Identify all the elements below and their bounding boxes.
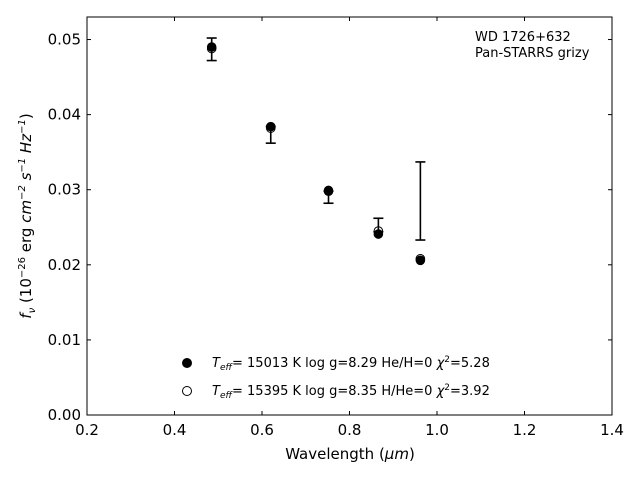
x-tick-label: 0.6 [250,421,274,439]
y-tick-label: 0.00 [48,406,81,424]
legend: Teff= 15013 K log g=8.29 He/H=0 χ2=5.28 … [182,355,490,401]
model-point-open [265,123,276,133]
x-axis: 0.2 0.4 0.6 0.8 1.0 1.2 1.4 [75,17,624,439]
annotation-object: WD 1726+632 [475,30,571,45]
error-bar [415,161,426,241]
x-tick-label: 1.2 [513,421,537,439]
x-tick-label: 1.0 [425,421,449,439]
y-tick-label: 0.01 [48,331,81,349]
y-tick-label: 0.05 [48,31,81,49]
y-axis: 0.00 0.01 0.02 0.03 0.04 0.05 [48,31,612,424]
x-tick-label: 0.8 [338,421,362,439]
model-point-filled [373,229,384,239]
observed-error-bars [206,37,426,241]
legend-marker-open [182,386,192,396]
model-point-open [373,226,384,236]
annotation-survey: Pan-STARRS grizy [475,46,590,61]
y-tick-label: 0.03 [48,181,81,199]
model-points [206,42,426,266]
legend-marker-filled [182,358,192,368]
y-tick-label: 0.04 [48,106,81,124]
legend-entry-filled: Teff= 15013 K log g=8.29 He/H=0 χ2=5.28 [212,355,490,373]
x-tick-label: 0.2 [75,421,99,439]
model-point-open [415,254,426,264]
model-point-open [323,186,334,197]
y-axis-label: fν (10−26 erg cm−2 s−1 Hz−1) [17,113,38,318]
y-tick-label: 0.02 [48,256,81,274]
model-point-open [206,43,217,54]
model-point-filled [323,185,334,196]
x-tick-label: 1.4 [600,421,624,439]
x-axis-label: Wavelength (μm) [285,445,415,463]
x-tick-label: 0.4 [163,421,187,439]
legend-entry-open: Teff= 15395 K log g=8.35 H/He=0 χ2=3.92 [212,383,490,401]
